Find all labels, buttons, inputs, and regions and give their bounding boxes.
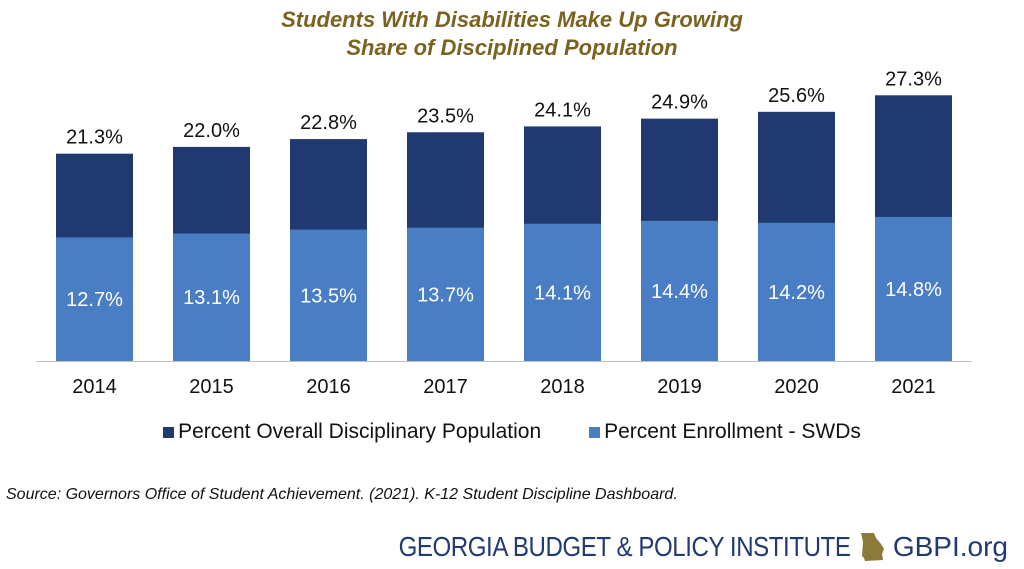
data-label-overall-2020: 25.6% (768, 85, 825, 107)
source-note: Source: Governors Office of Student Achi… (6, 486, 678, 503)
x-tick-label-2014: 2014 (72, 376, 117, 398)
data-label-swd-2014: 12.7% (66, 289, 123, 311)
data-label-swd-2017: 13.7% (417, 284, 474, 306)
legend-swatch-swd (589, 426, 601, 438)
x-tick-label-2017: 2017 (423, 376, 468, 398)
bar-swd-2018 (524, 223, 601, 361)
bar-swd-2019 (641, 220, 718, 361)
x-tick-label-2015: 2015 (189, 376, 234, 398)
brand-footer[interactable]: GEORGIA BUDGET & POLICY INSTITUTE GBPI.o… (325, 531, 1008, 563)
legend-swatch-overall (163, 426, 175, 438)
x-tick-label-2018: 2018 (540, 376, 585, 398)
chart-legend: Percent Overall Disciplinary Population … (0, 420, 1024, 444)
chart-title-line-1: Students With Disabilities Make Up Growi… (281, 7, 743, 32)
legend-item-swd: Percent Enrollment - SWDs (589, 420, 861, 444)
data-label-swd-2016: 13.5% (300, 285, 357, 307)
data-label-overall-2016: 22.8% (300, 112, 357, 134)
data-label-overall-2019: 24.9% (651, 92, 708, 114)
bar-swd-2021 (875, 216, 952, 361)
data-label-swd-2020: 14.2% (768, 282, 825, 304)
x-tick-label-2019: 2019 (657, 376, 702, 398)
data-label-overall-2017: 23.5% (417, 105, 474, 127)
chart-title: Students With Disabilities Make Up Growi… (0, 6, 1024, 62)
data-label-swd-2018: 14.1% (534, 282, 591, 304)
x-tick-label-2021: 2021 (891, 376, 936, 398)
data-label-swd-2015: 13.1% (183, 287, 240, 309)
data-label-overall-2014: 21.3% (66, 127, 123, 149)
georgia-state-icon (860, 533, 884, 561)
bar-swd-2017 (407, 227, 484, 361)
bar-swd-2016 (290, 229, 367, 361)
bar-chart: 21.3% 12.7% 2014 22.0% 13.1% 2015 22.8% 13.5% 20… (36, 68, 972, 398)
brand-website-link[interactable]: GBPI.org (892, 531, 1008, 562)
chart-title-line-2: Share of Disciplined Population (346, 35, 678, 60)
bar-swd-2014 (56, 237, 133, 361)
x-tick-label-2016: 2016 (306, 376, 351, 398)
brand-name: GEORGIA BUDGET & POLICY INSTITUTE (398, 531, 851, 562)
data-label-swd-2019: 14.4% (651, 281, 708, 303)
data-label-overall-2018: 24.1% (534, 99, 591, 121)
data-label-overall-2015: 22.0% (183, 120, 240, 142)
bar-swd-2020 (758, 222, 835, 361)
x-tick-label-2020: 2020 (774, 376, 819, 398)
data-label-swd-2021: 14.8% (885, 279, 942, 301)
legend-item-overall: Percent Overall Disciplinary Population (163, 420, 541, 444)
legend-label-overall: Percent Overall Disciplinary Population (178, 420, 542, 443)
legend-label-swd: Percent Enrollment - SWDs (604, 420, 861, 443)
data-label-overall-2021: 27.3% (885, 68, 942, 90)
bar-swd-2015 (173, 233, 250, 361)
